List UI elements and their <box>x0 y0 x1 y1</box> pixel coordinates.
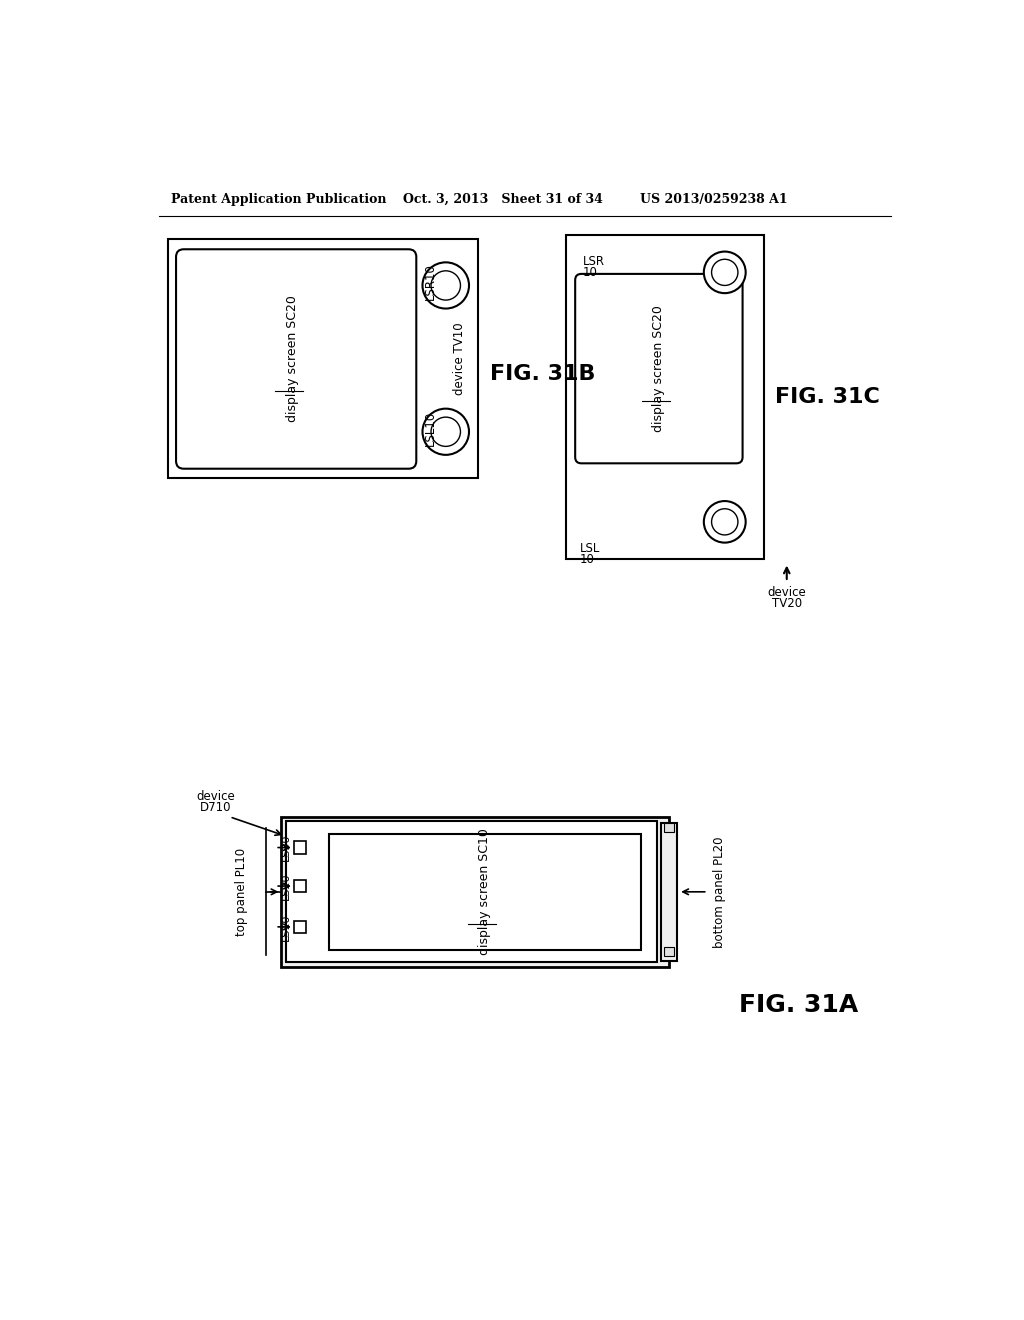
Circle shape <box>703 252 745 293</box>
Text: LSL10: LSL10 <box>424 411 436 446</box>
Text: 10: 10 <box>583 267 598 280</box>
FancyBboxPatch shape <box>176 249 417 469</box>
Text: LS20: LS20 <box>281 873 291 900</box>
Text: display screen SC10: display screen SC10 <box>478 829 492 956</box>
Text: device: device <box>767 586 806 599</box>
Text: FIG. 31B: FIG. 31B <box>489 364 595 384</box>
Circle shape <box>712 259 738 285</box>
Text: device TV10: device TV10 <box>454 322 466 395</box>
Bar <box>294 880 306 892</box>
Text: LSL: LSL <box>580 543 600 554</box>
Bar <box>282 817 669 966</box>
Bar <box>286 821 656 962</box>
Circle shape <box>423 263 469 309</box>
Bar <box>566 235 764 558</box>
Text: bottom panel PL20: bottom panel PL20 <box>713 836 726 948</box>
Bar <box>168 239 478 478</box>
Circle shape <box>423 409 469 455</box>
Text: D710: D710 <box>200 801 231 814</box>
Text: TV20: TV20 <box>772 598 802 610</box>
Bar <box>329 834 641 950</box>
Text: US 2013/0259238 A1: US 2013/0259238 A1 <box>640 193 787 206</box>
Bar <box>294 841 306 854</box>
Text: FIG. 31A: FIG. 31A <box>738 994 858 1018</box>
Circle shape <box>703 502 745 543</box>
Circle shape <box>431 417 461 446</box>
Circle shape <box>712 508 738 535</box>
Text: Patent Application Publication: Patent Application Publication <box>171 193 386 206</box>
Text: 10: 10 <box>580 553 595 566</box>
Text: top panel PL10: top panel PL10 <box>234 847 248 936</box>
Text: LS10: LS10 <box>281 913 291 941</box>
Text: LS30: LS30 <box>281 834 291 861</box>
Text: LSR: LSR <box>583 255 605 268</box>
FancyBboxPatch shape <box>575 275 742 463</box>
Text: device: device <box>197 789 234 803</box>
Text: display screen SC20: display screen SC20 <box>652 305 666 432</box>
Bar <box>665 946 674 956</box>
Bar <box>662 822 677 961</box>
Bar <box>665 822 674 832</box>
Circle shape <box>431 271 461 300</box>
Bar <box>294 921 306 933</box>
Text: Oct. 3, 2013   Sheet 31 of 34: Oct. 3, 2013 Sheet 31 of 34 <box>403 193 603 206</box>
Text: LSR10: LSR10 <box>424 263 436 300</box>
Text: display screen SC20: display screen SC20 <box>286 296 299 422</box>
Text: FIG. 31C: FIG. 31C <box>775 387 880 407</box>
